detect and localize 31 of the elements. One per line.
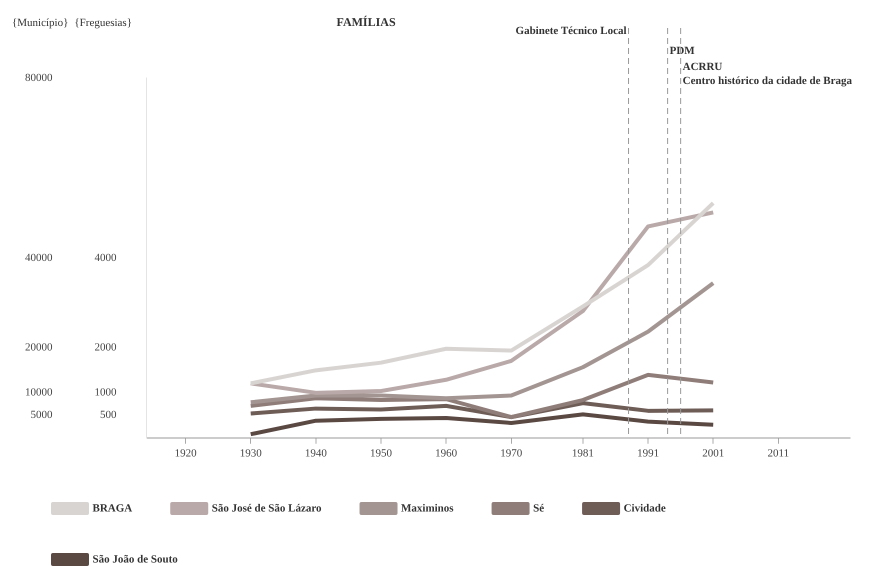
ref-line-label: Gabinete Técnico Local	[516, 25, 627, 37]
ref-line-label: ACRRU Centro histórico da cidade de Braga	[682, 61, 853, 87]
y2-tick-label: 2000	[94, 342, 117, 354]
y2-tick-label: 4000	[94, 252, 117, 264]
legend-label: Maximinos	[401, 502, 454, 514]
y-axis-title: {Município}	[12, 17, 68, 29]
legend-label: Cividade	[624, 502, 666, 514]
legend-label: São João de Souto	[92, 553, 178, 566]
x-tick-label: 2011	[768, 447, 790, 460]
x-tick-label: 1970	[500, 447, 523, 460]
legend-label: BRAGA	[92, 502, 132, 514]
y2-axis-title: {Freguesias}	[74, 17, 132, 29]
y-tick-label: 10000	[25, 386, 53, 399]
chart-title: FAMÍLIAS	[336, 15, 396, 29]
y-tick-label: 40000	[25, 252, 53, 264]
y2-tick-label: 500	[100, 409, 117, 422]
ref-line-label: PDM	[670, 45, 696, 57]
x-tick-label: 1981	[572, 447, 594, 460]
x-tick-label: 1960	[435, 447, 458, 460]
legend-label: Sé	[533, 502, 544, 514]
y-tick-label: 80000	[25, 72, 53, 84]
x-tick-label: 1991	[637, 447, 660, 460]
x-tick-label: 1920	[174, 447, 198, 460]
legend-label: São José de São Lázaro	[212, 502, 322, 514]
x-tick-label: 2001	[702, 447, 724, 460]
y2-tick-label: 1000	[94, 386, 117, 399]
y-tick-label: 5000	[30, 409, 53, 422]
x-tick-label: 1940	[304, 447, 328, 460]
x-tick-label: 1930	[240, 447, 262, 460]
x-tick-label: 1950	[370, 447, 392, 460]
y-tick-label: 20000	[25, 342, 53, 354]
